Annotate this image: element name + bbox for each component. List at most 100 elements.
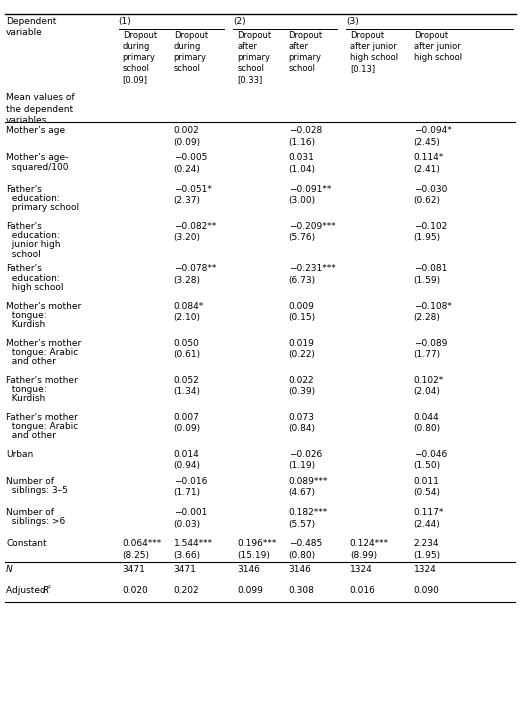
Text: Dropout
during
primary
school
[0.09]: Dropout during primary school [0.09] [122, 31, 157, 84]
Text: Number of: Number of [6, 508, 54, 517]
Text: −0.089: −0.089 [414, 339, 447, 348]
Text: 1324: 1324 [350, 565, 373, 574]
Text: 0.124***: 0.124*** [350, 539, 389, 548]
Text: (1.16): (1.16) [289, 137, 316, 147]
Text: Dropout
after
primary
school: Dropout after primary school [289, 31, 322, 73]
Text: −0.078**: −0.078** [173, 265, 216, 273]
Text: Mother’s mother: Mother’s mother [6, 339, 81, 348]
Text: (0.94): (0.94) [173, 461, 201, 470]
Text: (1.34): (1.34) [173, 387, 201, 396]
Text: (0.22): (0.22) [289, 350, 315, 359]
Text: Mother’s mother: Mother’s mother [6, 302, 81, 310]
Text: 0.308: 0.308 [289, 587, 315, 595]
Text: education:: education: [6, 231, 60, 240]
Text: (1.95): (1.95) [414, 233, 441, 242]
Text: (8.99): (8.99) [350, 551, 377, 560]
Text: 0.073: 0.073 [289, 413, 315, 422]
Text: Urban: Urban [6, 450, 33, 459]
Text: (0.80): (0.80) [414, 424, 441, 433]
Text: (3.66): (3.66) [173, 551, 201, 560]
Text: Dependent
variable: Dependent variable [6, 17, 57, 37]
Text: 0.196***: 0.196*** [238, 539, 277, 548]
Text: (3.20): (3.20) [173, 233, 201, 242]
Text: −0.030: −0.030 [414, 185, 447, 193]
Text: Dropout
during
primary
school: Dropout during primary school [173, 31, 208, 73]
Text: 0.102*: 0.102* [414, 376, 444, 385]
Text: 0.064***: 0.064*** [122, 539, 162, 548]
Text: Father’s mother: Father’s mother [6, 413, 78, 422]
Text: 0.117*: 0.117* [414, 508, 444, 517]
Text: 0.019: 0.019 [289, 339, 315, 348]
Text: 0.050: 0.050 [173, 339, 200, 348]
Text: Father’s mother: Father’s mother [6, 376, 78, 385]
Text: 0.114*: 0.114* [414, 153, 444, 162]
Text: Father’s: Father’s [6, 185, 42, 193]
Text: tongue:: tongue: [6, 310, 47, 320]
Text: −0.001: −0.001 [173, 508, 207, 517]
Text: 0.020: 0.020 [122, 587, 148, 595]
Text: high school: high school [6, 283, 64, 292]
Text: (2.37): (2.37) [173, 196, 201, 205]
Text: (0.39): (0.39) [289, 387, 316, 396]
Text: 0.002: 0.002 [173, 126, 200, 135]
Text: 0.084*: 0.084* [173, 302, 204, 310]
Text: (1.95): (1.95) [414, 551, 441, 560]
Text: (1.59): (1.59) [414, 276, 441, 285]
Text: −0.209***: −0.209*** [289, 222, 336, 230]
Text: (3.28): (3.28) [173, 276, 201, 285]
Text: 3146: 3146 [238, 565, 260, 574]
Text: 0.016: 0.016 [350, 587, 376, 595]
Text: (8.25): (8.25) [122, 551, 150, 560]
Text: 0.182***: 0.182*** [289, 508, 328, 517]
Text: (1.77): (1.77) [414, 350, 441, 359]
Text: 0.202: 0.202 [173, 587, 200, 595]
Text: −0.108*: −0.108* [414, 302, 452, 310]
Text: 0.031: 0.031 [289, 153, 315, 162]
Text: Constant: Constant [6, 539, 47, 548]
Text: (3): (3) [346, 17, 359, 26]
Text: (6.73): (6.73) [289, 276, 316, 285]
Text: Mother’s age-: Mother’s age- [6, 153, 69, 162]
Text: education:: education: [6, 274, 60, 283]
Text: (0.09): (0.09) [173, 137, 201, 147]
Text: 3146: 3146 [289, 565, 312, 574]
Text: (1.19): (1.19) [289, 461, 316, 470]
Text: (1.50): (1.50) [414, 461, 441, 470]
Text: (2.04): (2.04) [414, 387, 441, 396]
Text: Adjusted: Adjusted [6, 587, 49, 595]
Text: tongue: Arabic: tongue: Arabic [6, 422, 79, 431]
Text: (0.54): (0.54) [414, 489, 441, 497]
Text: (2.44): (2.44) [414, 520, 440, 529]
Text: tongue: Arabic: tongue: Arabic [6, 348, 79, 357]
Text: −0.051*: −0.051* [173, 185, 212, 193]
Text: (0.61): (0.61) [173, 350, 201, 359]
Text: tongue:: tongue: [6, 385, 47, 394]
Text: 0.052: 0.052 [173, 376, 200, 385]
Text: −0.091**: −0.091** [289, 185, 331, 193]
Text: −0.094*: −0.094* [414, 126, 451, 135]
Text: (2.45): (2.45) [414, 137, 441, 147]
Text: −0.026: −0.026 [289, 450, 322, 459]
Text: Father’s: Father’s [6, 222, 42, 230]
Text: R: R [43, 587, 49, 595]
Text: 0.009: 0.009 [289, 302, 315, 310]
Text: 0.011: 0.011 [414, 477, 440, 486]
Text: (0.15): (0.15) [289, 313, 316, 322]
Text: (0.03): (0.03) [173, 520, 201, 529]
Text: Dropout
after junior
high school
[0.13]: Dropout after junior high school [0.13] [350, 31, 398, 73]
Text: junior high: junior high [6, 240, 61, 249]
Text: 0.090: 0.090 [414, 587, 440, 595]
Text: −0.485: −0.485 [289, 539, 322, 548]
Text: 3471: 3471 [173, 565, 196, 574]
Text: siblings: >6: siblings: >6 [6, 518, 66, 526]
Text: Mother’s age: Mother’s age [6, 126, 65, 135]
Text: 0.044: 0.044 [414, 413, 439, 422]
Text: (2.28): (2.28) [414, 313, 441, 322]
Text: N: N [6, 565, 13, 574]
Text: Number of: Number of [6, 477, 54, 486]
Text: (1.71): (1.71) [173, 489, 201, 497]
Text: 2.234: 2.234 [414, 539, 439, 548]
Text: −0.082**: −0.082** [173, 222, 216, 230]
Text: −0.081: −0.081 [414, 265, 447, 273]
Text: (0.62): (0.62) [414, 196, 441, 205]
